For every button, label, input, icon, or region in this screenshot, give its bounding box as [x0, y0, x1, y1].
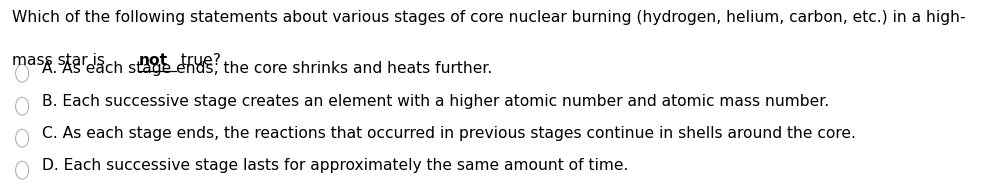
Text: mass star is: mass star is [12, 53, 110, 68]
Text: Which of the following statements about various stages of core nuclear burning (: Which of the following statements about … [12, 10, 966, 25]
Text: not: not [139, 53, 167, 68]
Text: C. As each stage ends, the reactions that occurred in previous stages continue i: C. As each stage ends, the reactions tha… [42, 126, 856, 141]
Text: B. Each successive stage creates an element with a higher atomic number and atom: B. Each successive stage creates an elem… [42, 94, 829, 109]
Text: true?: true? [176, 53, 221, 68]
Text: A. As each stage ends, the core shrinks and heats further.: A. As each stage ends, the core shrinks … [42, 61, 493, 76]
Text: D. Each successive stage lasts for approximately the same amount of time.: D. Each successive stage lasts for appro… [42, 158, 629, 173]
